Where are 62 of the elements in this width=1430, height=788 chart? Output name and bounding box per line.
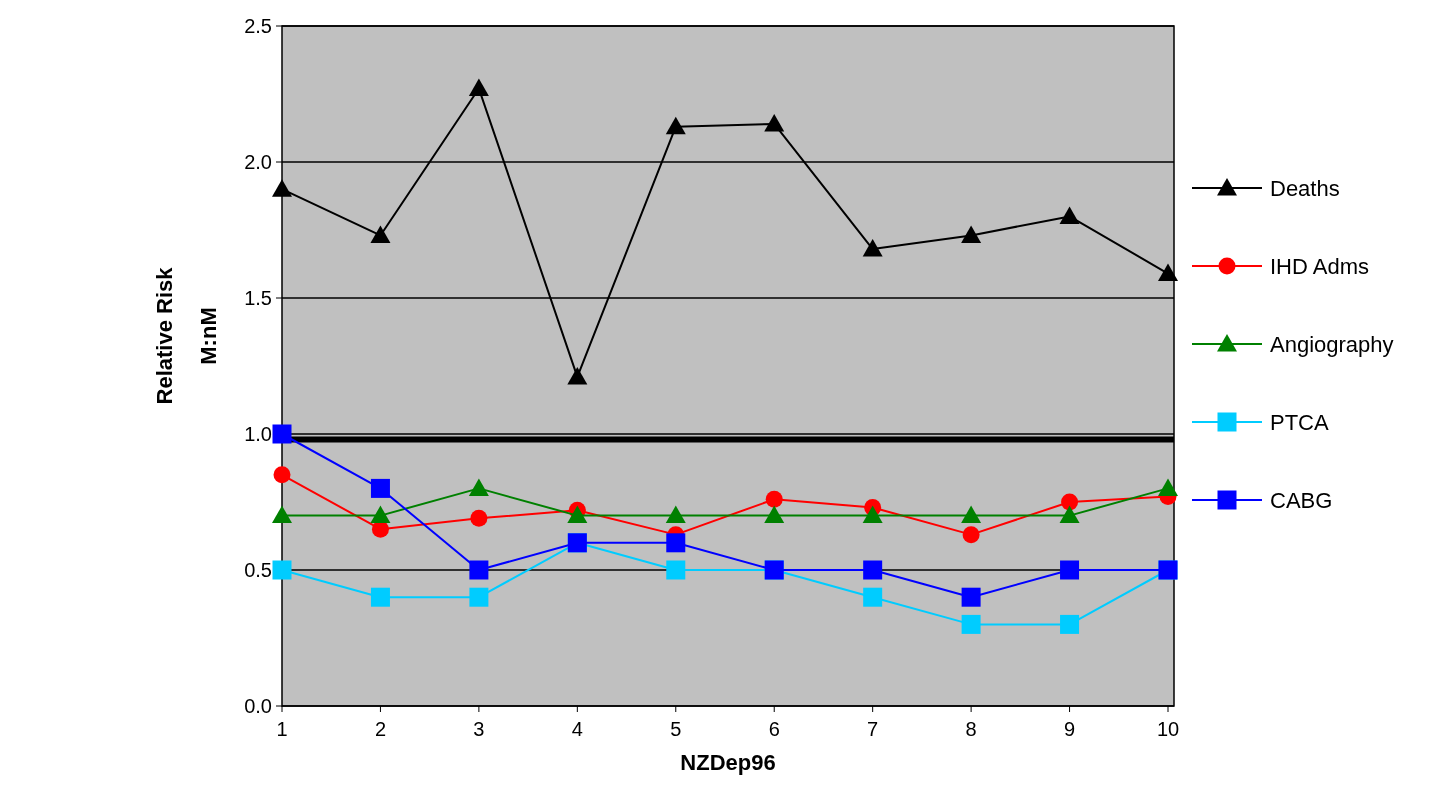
point [1059, 505, 1080, 524]
point [665, 116, 686, 135]
y-tick-label: 1.0 [244, 423, 272, 445]
x-tick-label: 5 [670, 718, 682, 740]
legend-label: Deaths [1270, 175, 1340, 201]
y-axis-title: Relative Risk M:nM [152, 266, 221, 405]
point [1158, 478, 1178, 496]
x-tick-label: 4 [571, 718, 583, 740]
point [764, 113, 785, 132]
legend-label: IHD Adms [1270, 253, 1370, 279]
point [765, 490, 783, 508]
point [863, 560, 883, 580]
x-tick-label: 6 [768, 718, 780, 740]
point [273, 466, 291, 484]
point [863, 587, 883, 607]
point [468, 478, 489, 496]
point [272, 505, 292, 524]
y-tick-label: 2.0 [244, 151, 272, 173]
point [1060, 560, 1080, 580]
y-tick-label: 0.0 [244, 695, 272, 717]
legend-label: Angiography [1270, 331, 1394, 357]
point [370, 587, 390, 607]
point [962, 526, 980, 544]
point [469, 560, 489, 580]
y-tick-label: 0.5 [244, 559, 272, 581]
point [370, 225, 391, 243]
x-tick-label: 8 [965, 718, 977, 740]
x-tick-label: 2 [374, 718, 387, 740]
point [961, 587, 981, 607]
legend-label: CABG [1270, 487, 1333, 513]
point [272, 179, 292, 197]
point [370, 505, 391, 524]
point [272, 424, 292, 444]
point [764, 505, 785, 524]
point [1158, 263, 1178, 282]
point [567, 366, 588, 385]
y-tick-label: 1.5 [244, 287, 272, 309]
point [961, 225, 982, 243]
point [370, 478, 390, 498]
point [469, 587, 489, 607]
point [470, 509, 488, 527]
point [961, 614, 981, 634]
x-tick-label: 1 [276, 718, 288, 740]
x-tick-label: 10 [1156, 718, 1180, 740]
y-tick-label: 2.5 [244, 15, 272, 37]
point [666, 560, 686, 580]
point [1059, 206, 1080, 224]
x-tick-label: 3 [473, 718, 485, 740]
point [665, 505, 686, 524]
x-tick-label: 9 [1063, 718, 1076, 740]
point [862, 505, 883, 524]
point [1061, 493, 1079, 511]
point [961, 505, 982, 524]
point [567, 505, 588, 524]
point [468, 78, 489, 97]
point [666, 533, 686, 553]
legend-label: PTCA [1270, 409, 1329, 435]
x-tick-label: 7 [867, 718, 879, 740]
point [1060, 614, 1080, 634]
point [862, 239, 883, 257]
x-axis-title: NZDep96 [680, 750, 776, 775]
point [272, 560, 292, 580]
